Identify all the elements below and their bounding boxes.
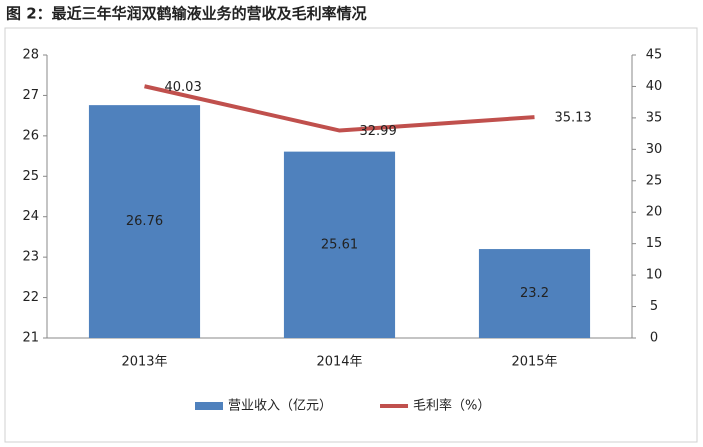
x-tick-label: 2014年 <box>316 355 362 370</box>
line-value-label: 40.03 <box>165 80 202 95</box>
line <box>144 84 535 133</box>
y2-tick-label: 10 <box>646 268 663 283</box>
y-tick-label: 22 <box>22 290 39 305</box>
y2-tick-label: 15 <box>646 236 663 251</box>
chart-frame <box>4 27 698 443</box>
bar <box>88 105 201 338</box>
line-value-label: 32.99 <box>360 124 397 139</box>
y-tick-label: 26 <box>22 128 39 143</box>
y2-tick-label: 0 <box>650 331 658 346</box>
legend-swatch <box>195 402 223 410</box>
x-tick-label: 2013年 <box>121 355 167 370</box>
legend-label: 营业收入（亿元） <box>228 399 332 414</box>
y-tick-label: 28 <box>22 48 39 63</box>
bar-value-label: 26.76 <box>126 214 163 229</box>
y-tick-label: 25 <box>22 169 39 184</box>
line-value-label: 35.13 <box>555 111 592 126</box>
bar-value-label: 25.61 <box>321 237 358 252</box>
y2-tick-label: 25 <box>646 173 663 188</box>
y-tick-label: 23 <box>22 250 39 265</box>
y2-tick-label: 35 <box>646 110 663 125</box>
x-tick-label: 2015年 <box>511 355 557 370</box>
y2-tick-label: 5 <box>650 299 658 314</box>
y-tick-label: 21 <box>22 331 39 346</box>
y-tick-label: 27 <box>22 88 39 103</box>
y2-tick-label: 30 <box>646 142 663 157</box>
y-tick-label: 24 <box>22 209 39 224</box>
y2-tick-label: 20 <box>646 205 663 220</box>
y2-tick-label: 45 <box>646 48 663 63</box>
legend-label: 毛利率（%） <box>413 398 490 414</box>
chart-title: 图 2：最近三年华润双鹤输液业务的营收及毛利率情况 <box>6 5 367 23</box>
bar <box>283 151 396 338</box>
y2-tick-label: 40 <box>646 79 663 94</box>
bar <box>478 249 591 338</box>
bar-value-label: 23.2 <box>520 286 549 301</box>
